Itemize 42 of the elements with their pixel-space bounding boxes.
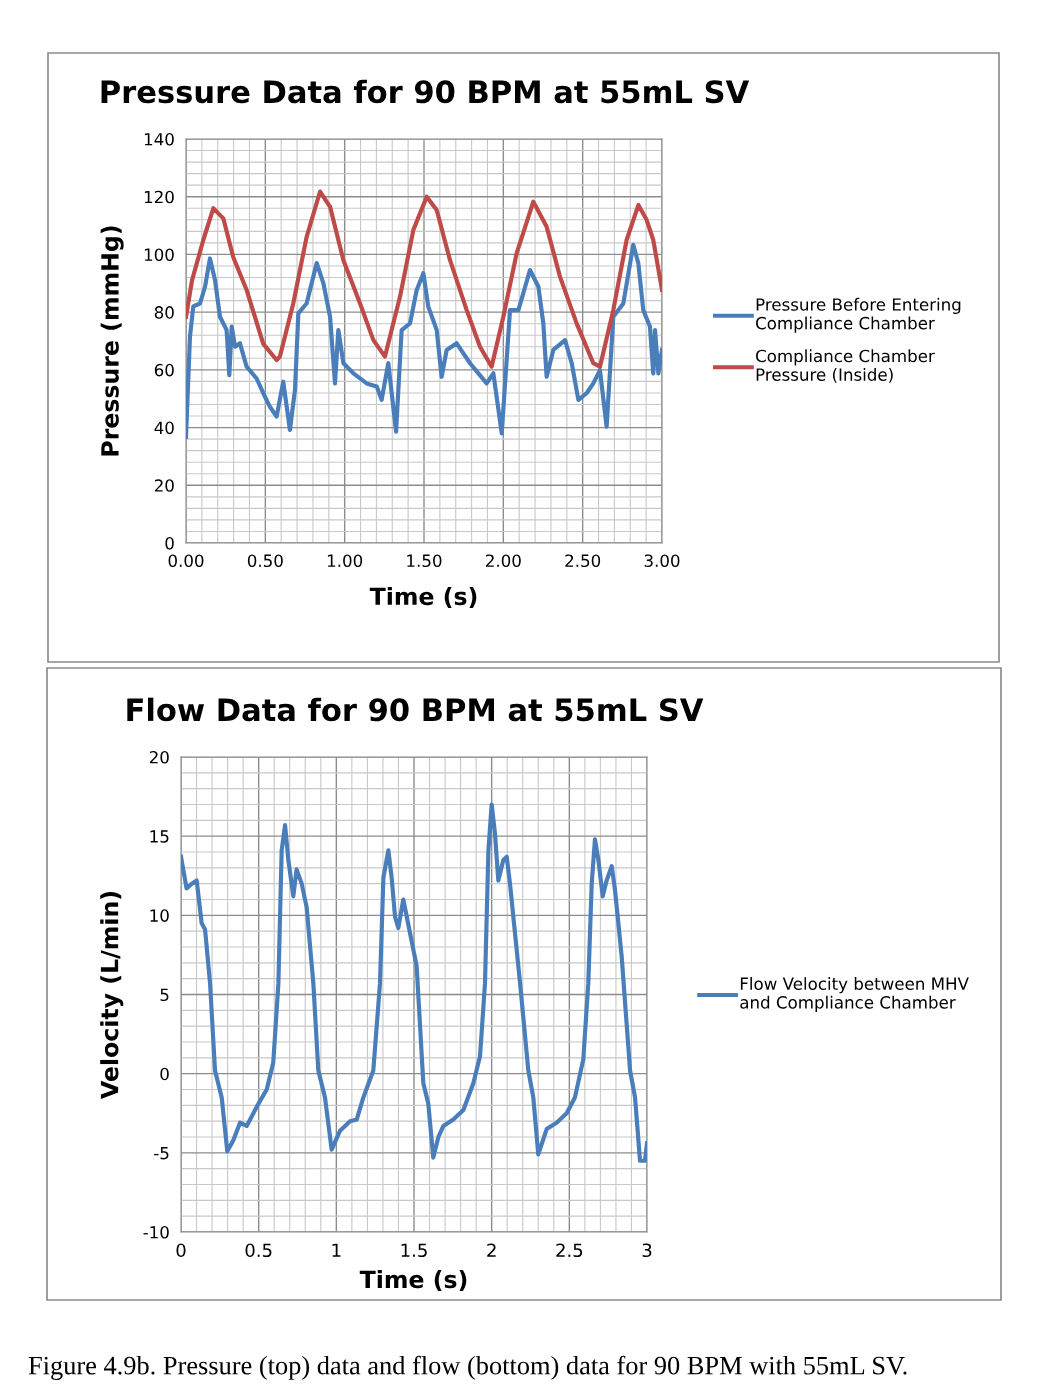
x-tick-label: 0.50 bbox=[247, 554, 283, 568]
line-series bbox=[181, 802, 647, 1163]
y-tick-label: 15 bbox=[150, 830, 169, 843]
x-tick-label: 1.50 bbox=[407, 554, 442, 568]
y-tick-label: 100 bbox=[144, 248, 174, 261]
x-axis-title: Time (s) bbox=[369, 586, 477, 608]
x-tick-label: 2.50 bbox=[565, 554, 601, 568]
x-tick-label: 3.00 bbox=[644, 554, 680, 568]
y-tick-label: 0 bbox=[160, 1067, 169, 1081]
x-tick-label: 2 bbox=[487, 1243, 496, 1257]
chart-title: Flow Data for 90 BPM at 55mL SV bbox=[127, 697, 704, 722]
x-axis-title: Time (s) bbox=[359, 1270, 467, 1292]
y-tick-label: 60 bbox=[154, 363, 174, 377]
y-tick-label: -10 bbox=[143, 1225, 169, 1239]
x-tick-label: 1.00 bbox=[327, 554, 363, 568]
legend-label: Pressure Before Entering Compliance Chamber bbox=[756, 297, 961, 333]
x-tick-label: 0.5 bbox=[245, 1243, 272, 1258]
legend-label: Compliance Chamber Pressure (Inside) bbox=[756, 349, 935, 383]
x-tick-label: 1 bbox=[332, 1243, 341, 1257]
x-tick-label: 0 bbox=[176, 1243, 186, 1258]
x-tick-label: 2.00 bbox=[486, 554, 521, 568]
y-tick-label: 5 bbox=[160, 988, 169, 1002]
x-tick-label: 2.5 bbox=[556, 1243, 583, 1258]
y-axis-title: Pressure (mmHg) bbox=[100, 226, 124, 456]
chart-title: Pressure Data for 90 BPM at 55mL SV bbox=[101, 79, 750, 104]
line-series bbox=[186, 189, 662, 369]
y-tick-label: 0 bbox=[165, 536, 174, 550]
x-tick-label: 1.5 bbox=[401, 1243, 427, 1258]
y-tick-label: 20 bbox=[149, 750, 169, 764]
x-tick-label: 0.00 bbox=[168, 554, 204, 568]
caption: Figure 4.9b. Pressure (top) data and flow (bottom) data for 90 BPM with 55mL SV. bbox=[28, 1355, 907, 1380]
y-tick-label: -5 bbox=[154, 1147, 169, 1160]
y-tick-label: 10 bbox=[150, 909, 169, 922]
y-tick-label: 80 bbox=[154, 306, 174, 319]
x-tick-label: 3 bbox=[642, 1243, 652, 1258]
y-tick-label: 40 bbox=[154, 421, 174, 435]
y-axis-title: Velocity (L/min) bbox=[100, 892, 124, 1099]
y-tick-label: 140 bbox=[144, 132, 174, 146]
legend-label: Flow Velocity between MHV and Compliance Chamber bbox=[740, 977, 969, 1012]
y-tick-label: 120 bbox=[144, 190, 174, 204]
y-tick-label: 20 bbox=[154, 479, 174, 492]
line-series bbox=[186, 242, 662, 439]
